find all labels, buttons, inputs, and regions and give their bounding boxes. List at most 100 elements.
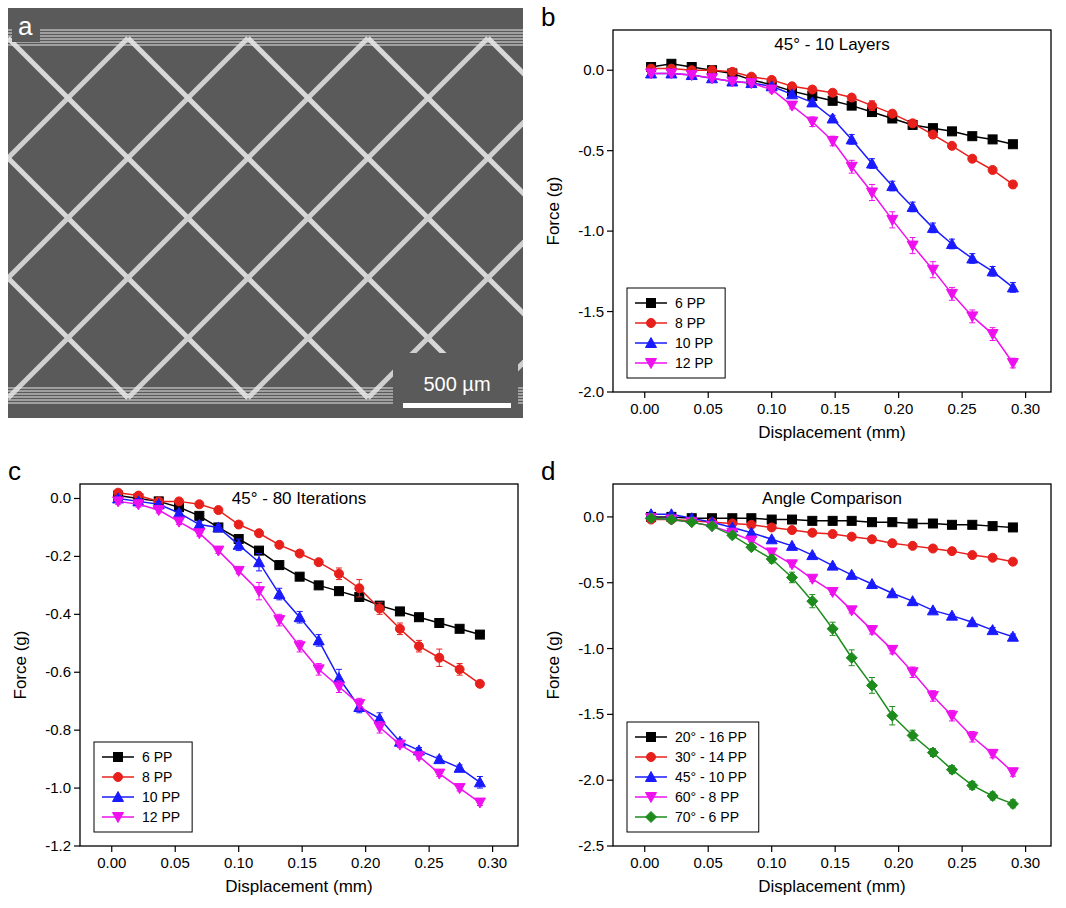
- marker: [414, 613, 423, 622]
- marker: [888, 539, 897, 548]
- marker: [807, 574, 818, 584]
- marker: [846, 162, 857, 172]
- panel-letter: b: [541, 2, 555, 32]
- marker: [295, 572, 304, 581]
- strut: [8, 38, 248, 398]
- series-line: [118, 496, 480, 635]
- legend-label: 20° - 16 PP: [675, 729, 747, 745]
- legend-label: 60° - 8 PP: [675, 789, 739, 805]
- legend-label: 12 PP: [675, 355, 713, 371]
- marker: [846, 134, 857, 144]
- marker: [987, 266, 998, 276]
- x-tick: [962, 846, 963, 852]
- legend-box: [94, 742, 192, 832]
- marker: [807, 550, 818, 560]
- marker: [707, 73, 718, 83]
- marker: [435, 653, 444, 662]
- marker: [355, 584, 364, 593]
- marker: [887, 588, 898, 598]
- x-tick-label: 0.15: [821, 400, 850, 417]
- x-tick: [771, 392, 772, 398]
- y-tick: [607, 231, 613, 232]
- marker: [313, 665, 324, 675]
- x-tick: [1025, 392, 1026, 398]
- y-tick-label: -2.5: [578, 837, 604, 854]
- marker: [787, 101, 798, 111]
- y-tick-label: -1.0: [578, 640, 604, 657]
- marker: [214, 506, 223, 515]
- marker: [1007, 359, 1018, 369]
- strut: [368, 38, 523, 398]
- marker: [1007, 798, 1018, 809]
- marker: [474, 777, 485, 787]
- marker: [866, 579, 877, 589]
- marker: [946, 711, 957, 721]
- marker: [375, 604, 384, 613]
- y-tick: [607, 714, 613, 715]
- marker: [787, 560, 798, 570]
- x-tick: [111, 846, 112, 852]
- strut: [248, 38, 523, 398]
- panel-letter: a: [18, 11, 33, 41]
- marker: [827, 113, 838, 123]
- marker: [454, 784, 465, 794]
- marker: [334, 587, 343, 596]
- marker: [927, 691, 938, 701]
- x-tick-label: 0.25: [948, 400, 977, 417]
- marker: [707, 74, 718, 84]
- marker: [295, 549, 304, 558]
- legend-marker: [113, 813, 124, 823]
- strut: [248, 38, 523, 398]
- marker: [946, 238, 957, 248]
- y-tick: [74, 556, 80, 557]
- y-tick: [74, 845, 80, 846]
- marker: [1008, 180, 1017, 189]
- marker: [174, 507, 185, 517]
- marker: [766, 85, 777, 95]
- marker: [394, 740, 405, 750]
- marker: [866, 188, 877, 198]
- marker: [194, 519, 205, 529]
- plot-frame: [80, 484, 518, 846]
- y-tick-label: -0.8: [45, 721, 71, 738]
- marker: [234, 520, 243, 529]
- marker: [946, 610, 957, 620]
- marker: [274, 616, 285, 626]
- marker: [666, 515, 677, 525]
- legend-marker: [646, 812, 657, 823]
- y-tick: [607, 582, 613, 583]
- x-tick-label: 0.15: [288, 854, 317, 871]
- marker: [455, 624, 464, 633]
- strut: [8, 38, 248, 398]
- marker: [686, 518, 697, 528]
- marker: [828, 516, 837, 525]
- marker: [133, 500, 144, 510]
- y-tick-label: -0.6: [45, 663, 71, 680]
- x-tick-label: 0.25: [948, 854, 977, 871]
- marker: [435, 619, 444, 628]
- y-tick-label: 0.0: [50, 489, 71, 506]
- legend-label: 10 PP: [142, 789, 180, 805]
- legend-label: 12 PP: [142, 809, 180, 825]
- marker: [846, 569, 857, 579]
- marker: [254, 587, 265, 597]
- marker: [967, 312, 978, 322]
- series-line: [651, 518, 1013, 772]
- marker: [766, 554, 777, 565]
- series-line: [651, 73, 1013, 287]
- legend: 6 PP8 PP10 PP12 PP: [94, 742, 192, 832]
- marker: [947, 547, 956, 556]
- x-tick-label: 0.00: [630, 854, 659, 871]
- marker: [987, 790, 998, 801]
- marker: [766, 534, 777, 544]
- y-tick-label: 0.0: [583, 61, 604, 78]
- marker: [807, 117, 818, 127]
- marker: [827, 587, 838, 597]
- marker: [866, 158, 877, 168]
- letter-patch: [12, 12, 40, 42]
- marker: [767, 523, 776, 532]
- marker: [847, 93, 856, 102]
- marker: [867, 101, 876, 110]
- marker: [455, 665, 464, 674]
- marker: [413, 752, 424, 762]
